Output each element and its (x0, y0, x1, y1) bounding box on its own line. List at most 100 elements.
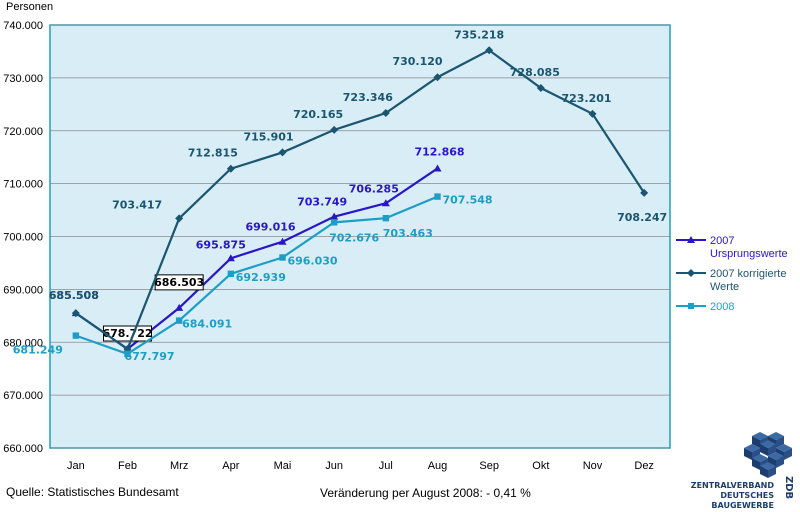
logo-abbr: ZDB (783, 476, 794, 499)
data-label: 678.722 (102, 327, 152, 340)
data-point (433, 164, 442, 172)
data-point (485, 46, 494, 55)
legend-item: 2008 (676, 301, 734, 313)
data-label: 692.939 (236, 271, 286, 284)
legend-marker (688, 303, 694, 309)
data-label: 728.085 (510, 66, 560, 79)
data-label: 681.249 (13, 344, 63, 357)
y-tick-label: 680.000 (3, 337, 43, 349)
x-tick-label: Nov (583, 460, 603, 472)
data-point (434, 193, 441, 200)
x-tick-label: Dez (634, 460, 654, 472)
y-tick-label: 670.000 (3, 390, 43, 402)
x-tick-label: Sep (479, 460, 499, 472)
logo-cube-right (768, 466, 776, 478)
data-label: 720.165 (293, 108, 343, 121)
x-tick-label: Jan (67, 460, 85, 472)
data-point (588, 109, 597, 118)
data-point (227, 270, 235, 278)
data-point (226, 254, 235, 262)
legend-label: Ursprungswerte (710, 248, 788, 260)
legend-label: Werte (710, 281, 739, 293)
series-line (75, 167, 439, 351)
x-tick-label: Jul (379, 460, 393, 472)
x-tick-label: Apr (222, 460, 239, 472)
data-label: 684.091 (182, 318, 232, 331)
y-tick-label: 720.000 (3, 126, 43, 138)
data-point (124, 350, 131, 358)
y-tick-label: 730.000 (3, 73, 43, 85)
series-group: 685.508 678.722 686.503 695.875 699.016703.7… (13, 28, 667, 363)
data-point (71, 309, 80, 318)
logo-cube-right (784, 448, 792, 460)
y-tick-label: 690.000 (3, 284, 43, 296)
x-tick-label: Aug (428, 460, 448, 472)
series-line (75, 48, 646, 351)
data-label: 712.815 (188, 147, 238, 160)
logo-text-line: DEUTSCHES (720, 491, 774, 500)
y-axis-ticks: 660.000 670.000 680.000 690.000 700.000 710.0… (3, 20, 43, 455)
legend-marker (687, 236, 695, 243)
x-tick-label: Feb (118, 460, 137, 472)
data-label: 706.285 (349, 182, 399, 195)
data-point (381, 199, 390, 207)
data-label: 685.508 (49, 289, 99, 302)
logo-cube-left (760, 466, 768, 478)
legend-label: 2007 korrigierte (710, 268, 786, 280)
logo-cube-right (776, 456, 784, 468)
x-tick-label: Mai (274, 460, 292, 472)
series-1: 685.508 678.722 686.503 695.875 699.016703.7… (49, 145, 465, 353)
data-label: 712.868 (414, 145, 464, 158)
data-label: 707.548 (442, 194, 492, 207)
data-label: 702.676 (329, 231, 379, 244)
data-label: 703.463 (383, 227, 433, 240)
x-tick-label: Okt (532, 460, 549, 472)
data-label: 715.901 (243, 130, 293, 143)
legend-marker (687, 269, 695, 277)
data-label: 696.030 (287, 254, 337, 267)
logo-text-line: BAUGEWERBE (711, 501, 774, 510)
data-point (330, 219, 338, 226)
change-note: Veränderung per August 2008: - 0,41 % (320, 486, 531, 500)
legend-label: 2007 (710, 235, 734, 247)
data-label: 723.201 (561, 92, 611, 105)
data-label: 703.749 (297, 196, 347, 209)
logo-cube-left (760, 444, 768, 456)
data-point (175, 317, 183, 324)
data-point (640, 188, 649, 197)
data-point (382, 214, 390, 222)
series-line (75, 195, 438, 356)
x-tick-label: Mrz (170, 460, 188, 472)
x-axis-ticks: Jan Feb Mrz Apr Mai Jun Jul Aug Sep Okt Nov Dez (67, 460, 654, 472)
data-label: 685.508 (49, 289, 99, 302)
data-point (330, 212, 339, 220)
y-tick-label: 710.000 (3, 179, 43, 191)
y-tick-label: 660.000 (3, 443, 43, 455)
gridlines (50, 24, 670, 449)
series-2: 685.508 703.417 712.815 715.901720.165723.3… (49, 28, 667, 354)
data-label: 730.120 (392, 55, 442, 68)
y-tick-label: 700.000 (3, 232, 43, 244)
x-tick-label: Jun (325, 460, 343, 472)
legend-label: 2008 (710, 301, 734, 313)
data-point (433, 73, 442, 82)
y-axis-title: Personen (6, 1, 53, 13)
data-point (536, 84, 545, 93)
data-point (279, 254, 286, 261)
data-label: 699.016 (245, 221, 295, 234)
data-label: 677.797 (124, 350, 174, 363)
data-label: 735.218 (454, 28, 504, 41)
data-point (381, 109, 390, 118)
data-label: 695.875 (196, 238, 246, 251)
data-point (330, 125, 339, 134)
data-label: 686.503 (154, 276, 204, 289)
data-point (175, 214, 184, 223)
data-point (72, 332, 80, 339)
data-label: 703.417 (112, 198, 162, 211)
